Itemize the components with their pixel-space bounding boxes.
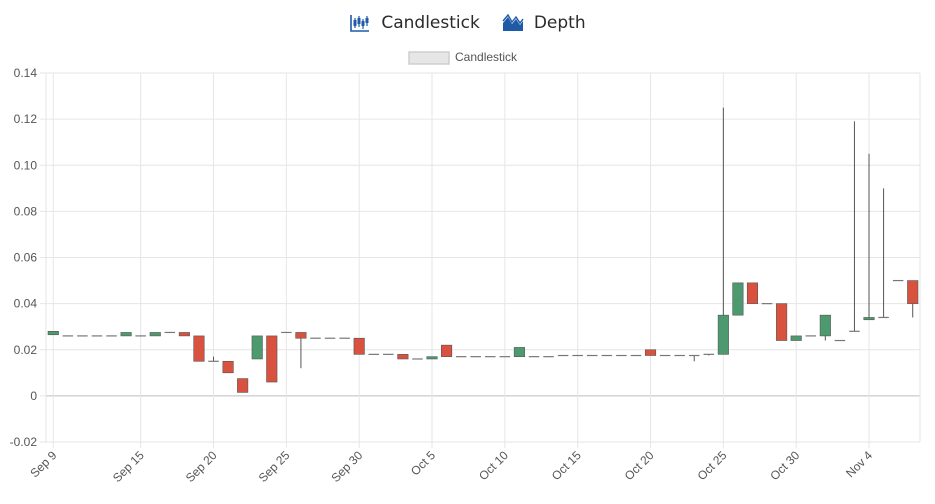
candle-body [717,314,729,355]
y-tick-label: -0.02 [10,435,38,449]
candle-body [557,354,569,357]
candle-body [587,354,598,357]
candle-body [120,332,132,337]
y-tick-label: 0 [30,389,37,403]
candle-body [892,279,904,282]
candle-body [208,360,219,362]
candle-body [310,337,321,339]
candle-body [149,332,161,337]
y-tick-label: 0.02 [14,343,38,357]
candle-body [630,354,642,357]
candle-body [222,360,234,374]
candle-body [601,354,613,357]
candle-body [572,354,583,357]
candle-body [674,354,685,357]
candle-body [644,349,657,356]
candle-body [878,316,889,319]
candle-body [746,282,759,304]
candle-body [193,335,205,362]
x-tick-label: Sep 9 [27,448,59,480]
candle-body [339,337,350,339]
candle-body [47,330,59,336]
candle-body [790,335,802,341]
y-tick-label: 0.08 [14,204,38,218]
candle-body [703,353,715,355]
candlestick-chart-icon [349,13,371,33]
tab-depth[interactable]: Depth [502,13,586,33]
candle-body [819,314,831,337]
x-tick-label: Sep 15 [110,448,147,485]
candle-body [397,354,409,360]
tab-depth-label: Depth [533,13,586,33]
x-tick-label: Oct 25 [695,448,730,483]
x-tick-label: Oct 5 [408,448,438,478]
legend-swatch [408,51,450,65]
x-tick-label: Oct 30 [767,448,802,483]
candle-body [616,354,627,357]
candle-body [295,332,307,339]
y-tick-label: 0.14 [14,66,38,80]
legend-label: Candlestick [455,50,518,64]
candle-body [528,356,540,358]
candle-body [135,335,146,337]
x-tick-label: Oct 15 [549,448,584,483]
y-tick-label: 0.04 [14,297,38,311]
y-tick-label: 0.10 [14,158,38,172]
candle-body [863,317,875,321]
candle-body [368,353,379,355]
candle-body [106,335,117,337]
candle-body [353,337,365,355]
candle-body [412,358,423,360]
candle-body [77,335,88,337]
candle-body [237,378,249,393]
candle-body [91,335,103,337]
candle-body [324,337,336,339]
y-tick-label: 0.12 [14,112,38,126]
candle-body [470,356,481,358]
x-tick-label: Nov 4 [843,448,875,480]
candle-body [62,335,74,337]
candle-body [485,356,496,358]
candle-body [543,356,554,358]
candle-body [266,335,278,383]
candle-body [383,353,394,355]
candle-body [499,356,511,358]
x-tick-label: Sep 20 [183,448,220,485]
candle-body [659,354,671,357]
candle-body [251,335,263,360]
x-tick-label: Oct 20 [622,448,657,483]
candle-body [455,356,467,358]
candlestick-chart: Candlestick -0.02 0 0.02 0.04 0.06 0.08 0.10 0.1… [10,50,921,485]
candle-body [732,282,744,316]
x-tick-label: Sep 25 [256,448,293,485]
candle-body [834,339,846,342]
y-tick-label: 0.06 [14,251,38,265]
candle-body [776,303,788,341]
chart-type-tabs: Candlestick Depth [0,8,935,38]
candle-body [805,335,816,337]
x-tick-label: Sep 30 [329,448,366,485]
x-tick-label: Oct 10 [476,448,511,483]
candle-body [178,332,190,337]
candle-body [688,354,700,357]
candle-body [513,347,525,357]
candle-body [907,280,919,304]
candle-body [426,356,438,360]
depth-chart-icon [502,13,524,33]
candle-body [849,330,860,332]
candle-body [441,344,453,357]
candle-body [761,303,773,305]
tab-candlestick-label: Candlestick [381,13,480,33]
tab-candlestick[interactable]: Candlestick [349,13,480,33]
candle-body [164,331,176,334]
candle-body [281,331,292,334]
